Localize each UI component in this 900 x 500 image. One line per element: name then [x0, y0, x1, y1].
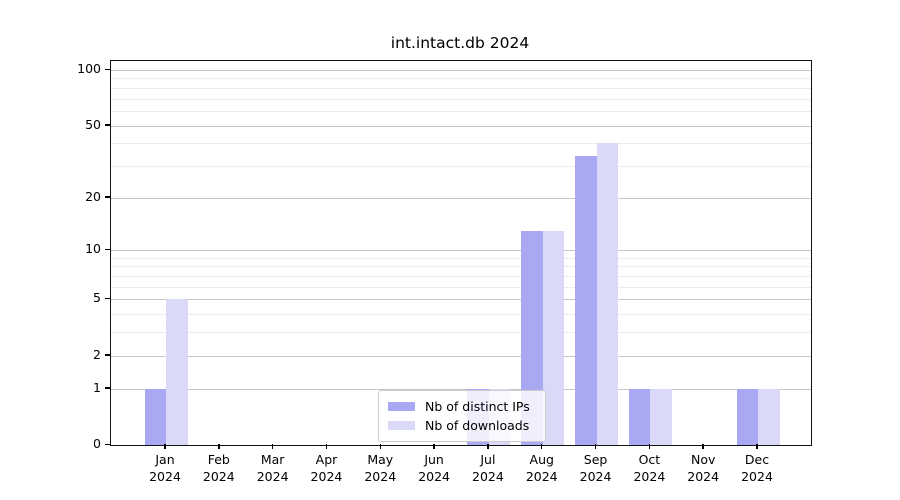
y-tick-label: 100	[77, 61, 101, 76]
minor-gridline	[111, 165, 811, 167]
legend-label-distinct-ips: Nb of distinct IPs	[425, 399, 530, 414]
minor-gridline	[111, 266, 811, 268]
y-tick-label: 0	[93, 436, 101, 451]
x-tick-label: Jan 2024	[149, 452, 181, 484]
major-gridline	[111, 197, 811, 199]
y-tick-label: 50	[85, 116, 101, 132]
bar-jan-downloads	[166, 299, 188, 445]
minor-gridline	[111, 257, 811, 259]
x-tick-label: Oct 2024	[633, 452, 666, 484]
x-tick-label: Mar 2024	[256, 452, 289, 484]
legend: Nb of distinct IPs Nb of downloads	[378, 390, 546, 442]
major-gridline	[111, 299, 811, 301]
y-tick-label: 20	[85, 188, 101, 204]
major-gridline	[111, 125, 811, 127]
legend-swatch-downloads	[388, 421, 415, 430]
major-gridline	[111, 388, 811, 390]
x-tick-label: Dec 2024	[741, 452, 773, 484]
bars	[111, 61, 811, 445]
x-tick-label: May 2024	[364, 452, 397, 484]
bar-sep-distinct-ips	[575, 156, 597, 445]
minor-gridline	[111, 87, 811, 89]
x-tick-label: Aug 2024	[525, 452, 558, 484]
minor-gridline	[111, 332, 811, 334]
y-tick-label: 2	[93, 346, 101, 362]
bar-dec-distinct-ips	[736, 388, 759, 445]
major-gridline	[111, 70, 811, 71]
y-tick-label: 10	[85, 241, 101, 257]
legend-swatch-distinct-ips	[388, 402, 415, 411]
bar-sep-downloads	[596, 143, 619, 445]
gridlines	[111, 61, 811, 445]
minor-gridline	[111, 286, 811, 288]
bar-oct-downloads	[650, 388, 672, 445]
minor-gridline	[111, 276, 811, 278]
x-tick-label: Sep 2024	[579, 452, 612, 484]
minor-gridline	[111, 98, 811, 100]
major-gridline	[111, 250, 811, 252]
minor-gridline	[111, 78, 811, 80]
minor-gridline	[111, 110, 811, 112]
legend-item-distinct-ips: Nb of distinct IPs	[388, 397, 536, 416]
x-tick-label: Apr 2024	[310, 452, 343, 484]
bar-jan-distinct-ips	[144, 388, 166, 445]
x-tick-label: Jul 2024	[472, 452, 504, 484]
x-tick-label: Feb 2024	[202, 452, 235, 484]
x-tick-label: Jun 2024	[418, 452, 450, 484]
bar-dec-downloads	[758, 388, 780, 445]
plot-area	[110, 60, 812, 446]
chart-title: int.intact.db 2024	[390, 34, 530, 52]
legend-item-downloads: Nb of downloads	[388, 416, 536, 435]
y-tick-label: 5	[93, 290, 101, 306]
major-gridline	[111, 355, 811, 357]
minor-gridline	[111, 314, 811, 316]
legend-label-downloads: Nb of downloads	[425, 418, 530, 433]
y-tick-label: 1	[93, 379, 101, 395]
bar-aug-downloads	[542, 230, 565, 445]
x-tick-label: Nov 2024	[687, 452, 720, 484]
minor-gridline	[111, 143, 811, 145]
bar-oct-distinct-ips	[628, 388, 651, 445]
